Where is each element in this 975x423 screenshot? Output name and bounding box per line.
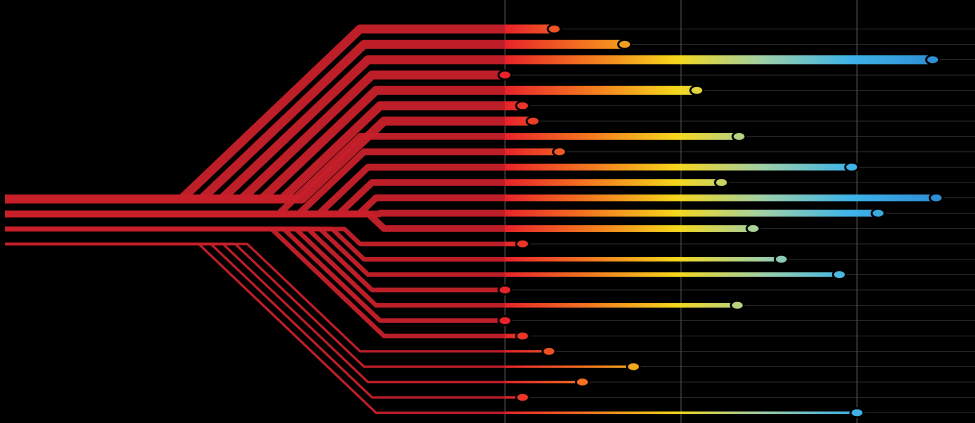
value-marker xyxy=(516,332,529,341)
value-marker xyxy=(548,25,561,34)
value-marker xyxy=(690,86,703,95)
value-marker xyxy=(747,224,760,233)
value-marker xyxy=(527,117,540,126)
value-marker xyxy=(731,301,744,310)
value-marker xyxy=(930,193,943,202)
branch-line xyxy=(5,244,505,413)
value-marker xyxy=(845,163,858,172)
value-marker xyxy=(576,378,589,387)
value-marker xyxy=(627,362,640,371)
value-marker xyxy=(543,347,556,356)
value-marker xyxy=(516,101,529,110)
branch-line xyxy=(5,244,505,382)
branch-line xyxy=(5,229,505,305)
value-markers xyxy=(499,25,943,418)
value-marker xyxy=(553,147,566,156)
value-marker xyxy=(851,408,864,417)
value-marker xyxy=(618,40,631,49)
value-marker xyxy=(516,393,529,402)
value-marker xyxy=(499,316,512,325)
value-marker xyxy=(715,178,728,187)
value-marker xyxy=(499,71,512,80)
value-bars xyxy=(505,29,936,413)
value-marker xyxy=(775,255,788,264)
value-marker xyxy=(733,132,746,141)
value-marker xyxy=(499,285,512,294)
value-marker xyxy=(872,209,885,218)
value-marker xyxy=(926,55,939,64)
value-marker xyxy=(833,270,846,279)
branch-lines xyxy=(5,29,505,413)
value-marker xyxy=(516,239,529,248)
